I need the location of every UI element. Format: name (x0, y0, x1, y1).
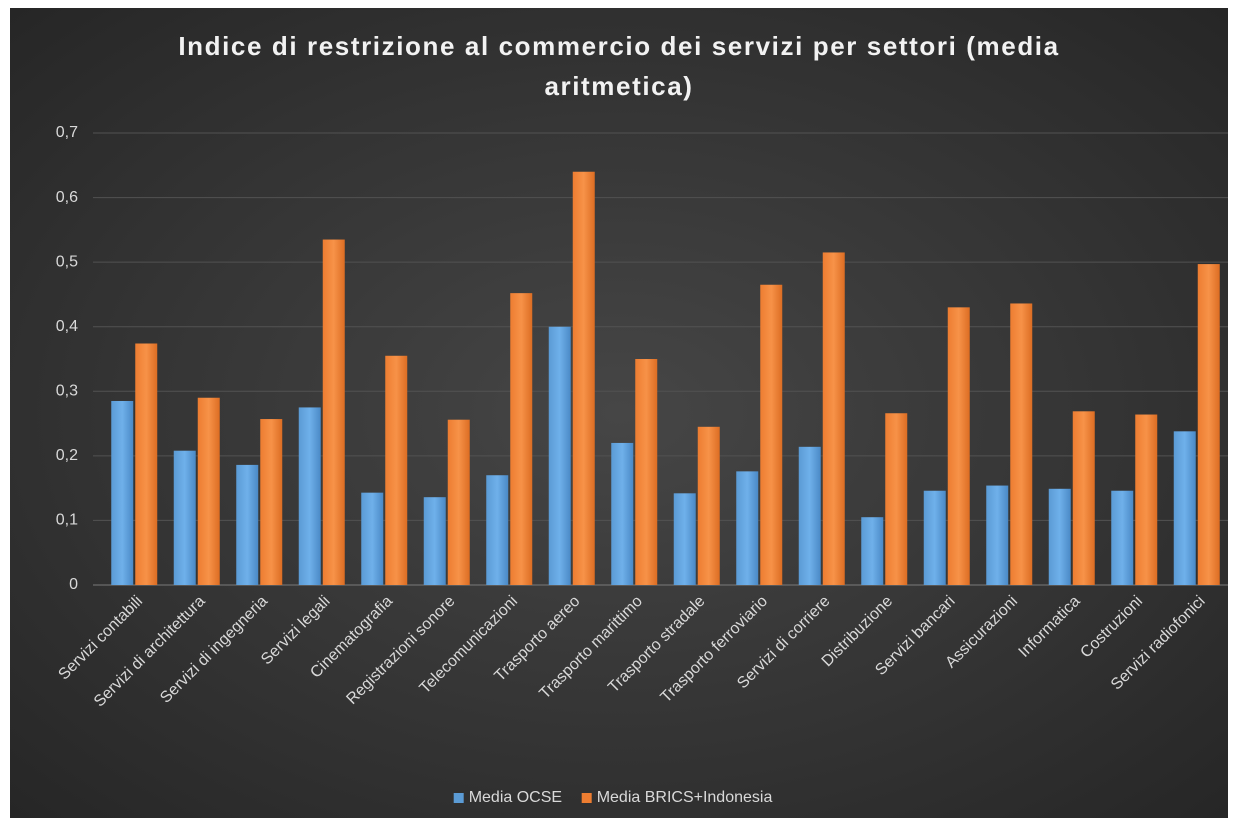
bar (947, 307, 970, 585)
bar (798, 446, 821, 585)
x-tick-label: Servizi di ingegneria (157, 593, 271, 707)
chart-title: Indice di restrizione al commercio dei s… (178, 31, 1060, 101)
x-tick-label: Informatica (1016, 593, 1084, 661)
bar (111, 400, 134, 585)
x-tick-label: Trasporto marittimo (536, 593, 646, 703)
bar (322, 239, 345, 586)
legend-label: Media OCSE (469, 789, 562, 806)
bar (885, 413, 908, 585)
bar (1010, 303, 1033, 585)
bar (923, 490, 946, 585)
bar (760, 284, 783, 585)
bar (361, 492, 384, 585)
x-tick-label: Servizi di architettura (91, 593, 209, 711)
y-tick-label: 0,3 (56, 383, 78, 400)
bar (986, 485, 1009, 585)
bar (298, 407, 321, 585)
y-tick-label: 0,5 (56, 253, 78, 270)
bar (1197, 264, 1220, 585)
bar (447, 419, 470, 585)
bar (822, 252, 845, 585)
bar (385, 355, 408, 585)
bar (423, 497, 446, 585)
bar (635, 359, 658, 585)
bar (135, 343, 158, 585)
bar (861, 517, 884, 585)
bar (197, 397, 220, 585)
bar (673, 493, 696, 585)
bar (260, 419, 283, 585)
legend-swatch (581, 793, 592, 803)
bar (548, 326, 571, 585)
bar (736, 471, 759, 585)
bar (1173, 431, 1196, 585)
bar (236, 464, 259, 585)
y-tick-label: 0,1 (56, 512, 78, 529)
bar (572, 171, 595, 585)
x-tick-label: Registrazioni sonore (343, 593, 458, 708)
bar (1135, 414, 1158, 585)
bar (510, 293, 533, 585)
bar (486, 475, 509, 585)
x-tick-label: Costruzioni (1077, 593, 1146, 662)
y-tick-label: 0,7 (56, 124, 78, 141)
bar (1072, 411, 1095, 585)
legend-label: Media BRICS+Indonesia (597, 789, 773, 806)
x-tick-label: Trasporto ferroviario (658, 593, 772, 707)
bar (697, 426, 720, 585)
y-tick-label: 0 (69, 576, 78, 593)
bar (1048, 488, 1071, 585)
bar (611, 442, 634, 585)
y-tick-label: 0,6 (56, 189, 78, 206)
legend-swatch (453, 793, 464, 803)
bar (173, 450, 196, 585)
y-tick-label: 0,4 (56, 318, 78, 335)
bar (1111, 490, 1134, 585)
y-tick-label: 0,2 (56, 447, 78, 464)
